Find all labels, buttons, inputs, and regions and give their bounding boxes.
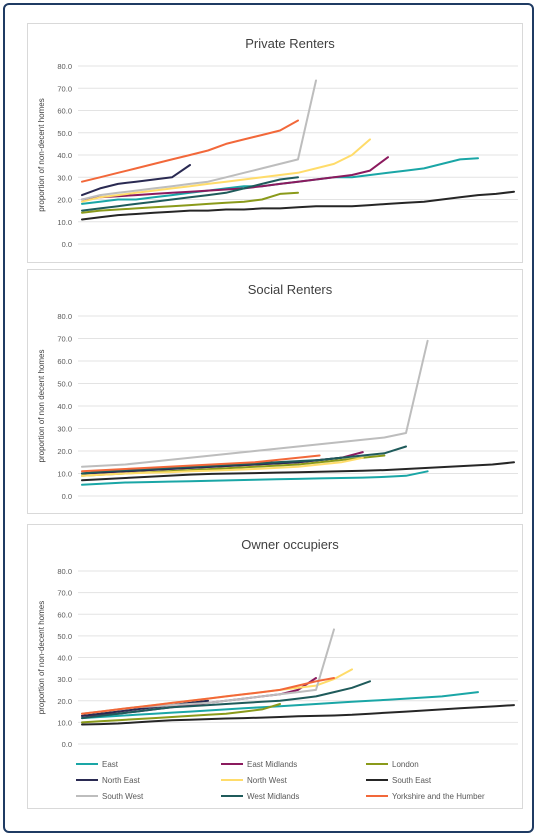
chart-private-renters: Private Renters 0.0 10.0 20.0 30.0 40.0 50.0 60… bbox=[37, 36, 518, 249]
y-tick-label: 10.0 bbox=[57, 218, 72, 227]
series-line-yorkshire-and-the-humber bbox=[81, 454, 321, 473]
y-tick-label: 30.0 bbox=[57, 173, 72, 182]
legend-swatch bbox=[366, 763, 388, 765]
y-tick-label: 20.0 bbox=[57, 447, 72, 456]
y-tick-label: 10.0 bbox=[57, 718, 72, 727]
y-tick-label: 40.0 bbox=[57, 654, 72, 663]
series-line-south-east bbox=[81, 461, 515, 482]
series-line-west-midlands bbox=[81, 176, 299, 212]
series-line-london bbox=[81, 191, 299, 214]
chart-panel-social-renters: Social Renters 0.0 10.0 20.0 30.0 40.0 50.0 60.… bbox=[27, 269, 523, 514]
y-tick-label: 0.0 bbox=[62, 492, 72, 501]
y-tick-label: 40.0 bbox=[57, 402, 72, 411]
legend-item-south-east: South East bbox=[366, 773, 431, 787]
legend-swatch bbox=[366, 779, 388, 781]
y-tick-label: 60.0 bbox=[57, 357, 72, 366]
y-tick-label: 80.0 bbox=[57, 312, 72, 321]
legend-item-north-east: North East bbox=[76, 773, 140, 787]
y-tick-label: 50.0 bbox=[57, 380, 72, 389]
legend-label: South East bbox=[392, 775, 432, 785]
legend-swatch bbox=[221, 779, 243, 781]
y-tick-label: 20.0 bbox=[57, 196, 72, 205]
legend-swatch bbox=[366, 795, 388, 797]
y-tick-label: 10.0 bbox=[57, 470, 72, 479]
series-line-east-midlands bbox=[81, 156, 389, 201]
legend-item-east: East bbox=[76, 757, 118, 771]
series-line-london bbox=[81, 703, 281, 724]
legend-item-east-midlands: East Midlands bbox=[221, 757, 297, 771]
y-tick-label: 80.0 bbox=[57, 62, 72, 71]
legend-label: East Midlands bbox=[247, 759, 298, 769]
series-line-east bbox=[81, 470, 429, 486]
chart-social-renters: Social Renters 0.0 10.0 20.0 30.0 40.0 50.0 60.… bbox=[37, 282, 518, 501]
chart-owner-occupiers: Owner occupiers 0.0 10.0 20.0 30.0 40.0 50.0 60… bbox=[37, 537, 518, 749]
y-tick-label: 70.0 bbox=[57, 84, 72, 93]
chart-title: Social Renters bbox=[248, 282, 333, 297]
legend-swatch bbox=[76, 763, 98, 765]
legend-item-london: London bbox=[366, 757, 419, 771]
series-line-south-east bbox=[81, 704, 515, 726]
chart-panel-owner-occupiers: Owner occupiers 0.0 10.0 20.0 30.0 40.0 50.0 60… bbox=[27, 524, 523, 809]
y-tick-label: 20.0 bbox=[57, 697, 72, 706]
y-tick-label: 30.0 bbox=[57, 425, 72, 434]
legend-swatch bbox=[221, 795, 243, 797]
chart-legend: East East Midlands London North East North W… bbox=[76, 757, 516, 805]
series-line-north-west bbox=[81, 668, 353, 715]
series-line-south-west bbox=[81, 339, 429, 468]
series-line-yorkshire-and-the-humber bbox=[81, 677, 335, 715]
y-tick-label: 60.0 bbox=[57, 107, 72, 116]
series-line-north-east bbox=[81, 164, 191, 197]
y-tick-label: 30.0 bbox=[57, 675, 72, 684]
legend-item-south-west: South West bbox=[76, 789, 143, 803]
series-line-south-west bbox=[81, 79, 317, 201]
y-tick-label: 0.0 bbox=[62, 740, 72, 749]
legend-label: South West bbox=[102, 791, 144, 801]
series-line-west-midlands bbox=[81, 680, 371, 720]
y-axis-label: proportion of non decent homes bbox=[37, 350, 46, 463]
legend-item-north-west: North West bbox=[221, 773, 287, 787]
legend-swatch bbox=[76, 795, 98, 797]
y-tick-label: 50.0 bbox=[57, 129, 72, 138]
legend-label: North East bbox=[102, 775, 140, 785]
chart-title: Owner occupiers bbox=[241, 537, 339, 552]
y-tick-label: 40.0 bbox=[57, 151, 72, 160]
chart-title: Private Renters bbox=[245, 36, 335, 51]
y-axis-label: proportion of non-decent homes bbox=[37, 98, 46, 211]
y-tick-label: 80.0 bbox=[57, 567, 72, 576]
legend-label: North West bbox=[247, 775, 287, 785]
y-axis-label: proportion of non-decent homes bbox=[37, 601, 46, 714]
series-line-north-east bbox=[81, 456, 343, 475]
legend-label: East bbox=[102, 759, 119, 769]
series-line-north-west bbox=[81, 138, 371, 203]
legend-label: West Midlands bbox=[247, 791, 300, 801]
legend-item-yorkshire-and-the-humber: Yorkshire and the Humber bbox=[366, 789, 485, 803]
series-line-east bbox=[81, 691, 479, 720]
chart-panel-private-renters: Private Renters 0.0 10.0 20.0 30.0 40.0 50.0 60… bbox=[27, 23, 523, 263]
y-tick-label: 0.0 bbox=[62, 240, 72, 249]
legend-label: London bbox=[392, 759, 419, 769]
series-line-yorkshire-and-the-humber bbox=[81, 119, 299, 183]
series-line-north-west bbox=[81, 456, 364, 477]
y-tick-label: 70.0 bbox=[57, 589, 72, 598]
series-line-west-midlands bbox=[81, 445, 407, 475]
y-tick-label: 70.0 bbox=[57, 335, 72, 344]
legend-swatch bbox=[221, 763, 243, 765]
legend-item-west-midlands: West Midlands bbox=[221, 789, 299, 803]
y-tick-label: 60.0 bbox=[57, 610, 72, 619]
series-line-south-east bbox=[81, 190, 515, 221]
y-tick-label: 50.0 bbox=[57, 632, 72, 641]
legend-swatch bbox=[76, 779, 98, 781]
figure-frame: Private Renters 0.0 10.0 20.0 30.0 40.0 50.0 60… bbox=[3, 3, 534, 833]
legend-label: Yorkshire and the Humber bbox=[392, 791, 485, 801]
